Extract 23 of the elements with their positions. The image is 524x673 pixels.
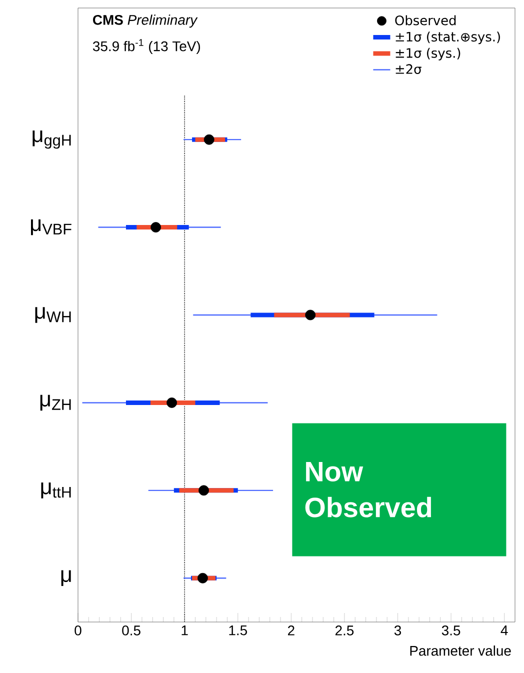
x-tick-label: 1 <box>182 626 188 636</box>
text: CMS Preliminary <box>93 14 198 28</box>
y-tick-label: μ <box>61 570 71 586</box>
y-tick-label: μ$_{WH}$ <box>35 307 71 323</box>
x-tick-label: 3 <box>394 626 402 636</box>
x-tick-label: 3.5 <box>442 626 460 636</box>
x-tick-label: 1.5 <box>229 626 247 636</box>
y-tick-label: μ$_{ggH}$ <box>32 130 71 149</box>
legend-label: ±1σ (sys.) <box>396 48 460 60</box>
legend-label: Observed <box>395 15 456 26</box>
text: 35.9 fb$^{-1}$ (13 TeV) <box>92 39 200 54</box>
y-tick-label: μ$_{VBF}$ <box>31 219 72 236</box>
y-tick-label: μ$_{ZH}$ <box>40 394 71 411</box>
x-tick-label: 2.5 <box>335 626 354 636</box>
x-tick-label: 0.5 <box>122 626 140 636</box>
annotation: Now Observed <box>305 462 432 518</box>
legend-label: ±1σ (stat.⊕sys.) <box>396 32 500 44</box>
x-tick-label: 4 <box>500 626 508 636</box>
legend-label: ±2σ <box>396 64 422 74</box>
y-tick-label: μ$_{ttH}$ <box>41 482 71 498</box>
x-axis-title: Parameter value <box>410 646 511 656</box>
x-tick-label: 2 <box>288 626 294 636</box>
x-tick-label: 0 <box>74 626 82 636</box>
